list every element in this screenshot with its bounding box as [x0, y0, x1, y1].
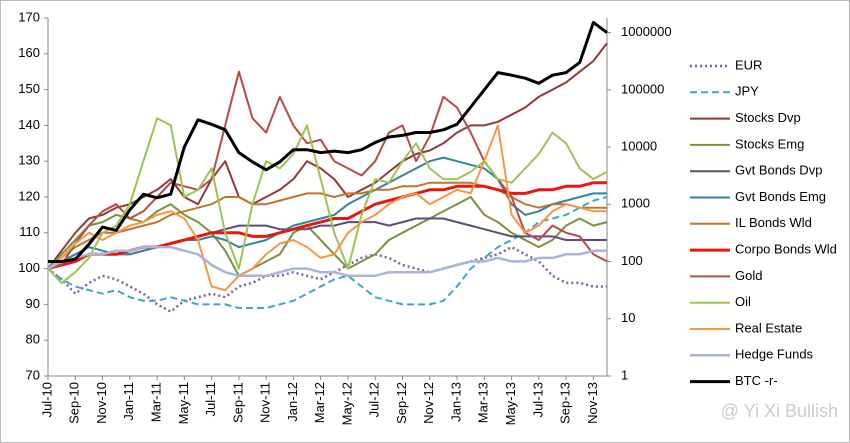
y-tick-label: 70	[26, 367, 40, 382]
y2-tick-label: 10000	[621, 139, 657, 154]
x-tick-label: Jan-13	[448, 382, 463, 422]
x-tick-label: May-11	[176, 382, 191, 424]
series-line	[48, 21, 608, 263]
y2-tick-label: 10	[621, 310, 635, 325]
legend-label: Stocks Emg	[735, 136, 804, 151]
y-tick-label: 160	[18, 45, 40, 60]
y2-tick-label: 100000	[621, 81, 664, 96]
y-tick-label: 110	[19, 224, 40, 239]
x-tick-label: Jul-12	[367, 382, 382, 417]
x-tick-label: Sep-10	[67, 382, 82, 424]
y-tick-label: 170	[18, 9, 40, 24]
legend-label: Hedge Funds	[735, 347, 814, 362]
y-tick-label: 140	[18, 117, 40, 132]
legend-label: Gvt Bonds Dvp	[735, 163, 822, 178]
legend-label: Real Estate	[735, 320, 802, 335]
y-tick-label: 80	[26, 332, 40, 347]
y2-tick-label: 100	[621, 253, 643, 268]
series-line	[47, 196, 608, 277]
y-tick-label: 90	[26, 296, 40, 311]
legend-label: Oil	[735, 294, 751, 309]
series-line	[47, 245, 607, 313]
y-tick-label: 120	[18, 188, 40, 203]
series-line	[47, 156, 607, 270]
y-tick-label: 150	[18, 81, 40, 96]
y2-tick-label: 1	[621, 367, 628, 382]
x-tick-label: Nov-13	[585, 382, 600, 424]
x-tick-label: Jan-11	[121, 382, 136, 421]
x-tick-label: Mar-13	[476, 382, 491, 423]
series-line	[47, 124, 607, 292]
series-line	[47, 181, 607, 270]
x-tick-label: Jul-11	[203, 382, 218, 416]
watermark: @ Yi Xi Bullish	[721, 401, 838, 421]
y2-tick-label: 1000	[621, 196, 650, 211]
x-tick-label: Mar-11	[149, 382, 164, 422]
x-tick-label: Nov-10	[94, 382, 109, 424]
x-tick-label: Nov-11	[258, 382, 273, 423]
series-line	[47, 245, 607, 278]
series-line	[47, 196, 608, 309]
y-tick-label: 130	[18, 153, 40, 168]
legend-label: Corpo Bonds Wld	[735, 242, 837, 257]
x-tick-label: May-13	[503, 382, 518, 425]
y2-tick-label: 1000000	[621, 24, 672, 39]
legend-label: IL Bonds Wld	[735, 215, 812, 230]
x-tick-label: Jan-12	[285, 382, 300, 422]
x-tick-label: Sep-12	[394, 382, 409, 424]
x-tick-label: Jul-10	[39, 382, 54, 417]
legend-label: EUR	[735, 57, 762, 72]
x-tick-label: May-12	[339, 382, 354, 425]
x-tick-label: Sep-11	[230, 382, 245, 423]
legend-label: JPY	[735, 84, 759, 99]
legend-label: Stocks Dvp	[735, 110, 801, 125]
x-tick-label: Nov-12	[421, 382, 436, 424]
legend-label: BTC -r-	[735, 373, 778, 388]
x-tick-label: Sep-13	[558, 382, 573, 424]
x-tick-label: Mar-12	[312, 382, 327, 423]
legend-label: Gvt Bonds Emg	[735, 189, 826, 204]
x-tick-label: Jul-13	[530, 382, 545, 417]
series-line	[47, 117, 608, 284]
legend-label: Gold	[735, 268, 762, 283]
y-tick-label: 100	[18, 260, 40, 275]
